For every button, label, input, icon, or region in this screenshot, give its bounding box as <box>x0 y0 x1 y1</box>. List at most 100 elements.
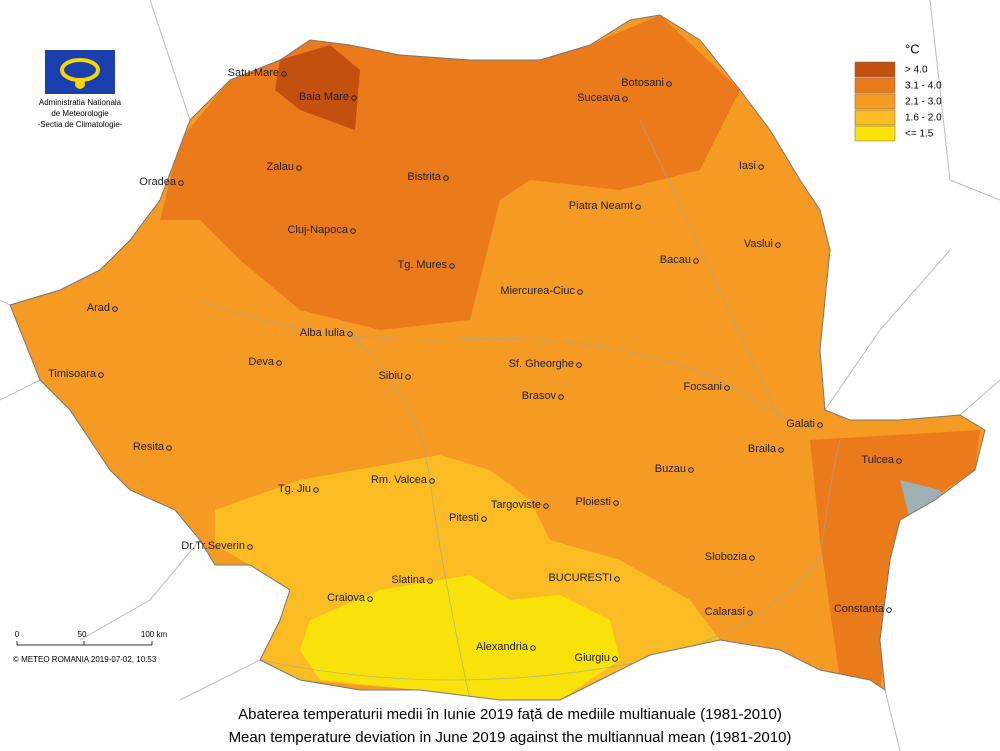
city-label: Slobozia <box>705 551 748 563</box>
city-dot <box>543 503 549 509</box>
city-dot <box>817 422 823 428</box>
city-dot <box>449 263 455 269</box>
city-dot <box>347 331 353 337</box>
city-dot <box>112 306 118 312</box>
city-label: Satu-Mare <box>228 67 279 79</box>
city-label: Ploiesti <box>576 496 611 508</box>
legend-label: 2.1 - 3.0 <box>905 97 942 108</box>
city-dot <box>749 555 755 561</box>
legend-label: 1.6 - 2.0 <box>905 113 942 124</box>
scale-label: 0 <box>15 630 20 639</box>
city-label: Timisoara <box>48 368 97 380</box>
city-label: Buzau <box>655 463 686 475</box>
city-dot <box>481 516 487 522</box>
scale-bar <box>16 641 153 646</box>
city-label: Brasov <box>522 390 557 402</box>
city-label: Cluj-Napoca <box>287 224 348 236</box>
city-dot <box>427 578 433 584</box>
city-dot <box>622 96 628 102</box>
legend-title: °C <box>905 41 920 56</box>
city-dot <box>613 500 619 506</box>
credit: © METEO ROMANIA 2019-07-02, 10:53 <box>13 655 157 664</box>
city-dot <box>98 372 104 378</box>
legend-swatch <box>854 125 896 142</box>
city-dot <box>666 81 672 87</box>
zone <box>275 45 360 130</box>
city-label: Dr.Tr.Severin <box>181 540 245 552</box>
city-dot <box>724 385 730 391</box>
city-label: Slatina <box>391 574 426 586</box>
city-label: Oradea <box>139 176 177 188</box>
city-label: Craiova <box>327 592 366 604</box>
city-dot <box>276 360 282 366</box>
city-label: Suceava <box>577 92 621 104</box>
city-label: Piatra Neamt <box>569 200 633 212</box>
city-dot <box>612 656 618 662</box>
cities: Satu-Mare Baia Mare Zalau Oradea Bistrita Clu… <box>48 67 902 664</box>
city-dot <box>178 180 184 186</box>
legend-swatch <box>854 109 896 126</box>
city-label: Baia Mare <box>299 91 349 103</box>
city-label: Pitesti <box>449 512 479 524</box>
city-dot <box>350 228 356 234</box>
city-dot <box>351 95 357 101</box>
city-dot <box>443 175 449 181</box>
legend-label: <= 1.5 <box>905 129 934 140</box>
city-dot <box>688 467 694 473</box>
legend: °C > 4.0 3.1 - 4.0 2.1 - 3.0 1.6 - 2.0 <= 1.… <box>854 41 942 142</box>
city-dot <box>577 289 583 295</box>
city-label: BUCURESTI <box>548 572 612 584</box>
city-dot <box>405 374 411 380</box>
zone <box>300 575 620 700</box>
city-label: Zalau <box>266 161 294 173</box>
city-label: Arad <box>87 302 110 314</box>
city-label: Iasi <box>739 160 756 172</box>
city-label: Braila <box>748 443 777 455</box>
city-label: Alba Iulia <box>300 327 346 339</box>
country-border <box>9 14 986 701</box>
caption: Mean temperature deviation in June 2019 … <box>229 729 792 746</box>
caption: Abaterea temperaturii medii în Iunie 201… <box>238 706 782 723</box>
city-label: Bistrita <box>407 171 442 183</box>
city-dot <box>247 544 253 550</box>
city-dot <box>886 607 892 613</box>
city-label: Galati <box>786 418 815 430</box>
city-label: Sibiu <box>379 370 403 382</box>
city-dot <box>778 447 784 453</box>
city-label: Rm. Valcea <box>371 474 428 486</box>
logo-text: de Meteorologie <box>51 109 109 118</box>
city-label: Sf. Gheorghe <box>509 358 574 370</box>
city-dot <box>166 445 172 451</box>
city-dot <box>296 165 302 171</box>
city-label: Tg. Jiu <box>278 483 311 495</box>
logo-text: Administratia Nationala <box>39 98 122 107</box>
city-dot <box>281 71 287 77</box>
city-label: Vaslui <box>744 238 773 250</box>
city-dot <box>429 478 435 484</box>
city-dot <box>530 645 536 651</box>
legend-swatch <box>854 61 896 78</box>
city-label: Constanta <box>834 603 885 615</box>
city-dot <box>896 458 902 464</box>
city-dot <box>635 204 641 210</box>
city-label: Targoviste <box>491 499 541 511</box>
city-label: Miercurea-Ciuc <box>500 285 575 297</box>
city-dot <box>367 596 373 602</box>
city-label: Focsani <box>683 381 722 393</box>
city-label: Botosani <box>621 77 664 89</box>
logo: Administratia Nationala de Meteorologie … <box>38 50 123 129</box>
city-dot <box>313 487 319 493</box>
city-label: Alexandria <box>476 641 529 653</box>
legend-swatch <box>854 93 896 110</box>
legend-swatch <box>854 77 896 94</box>
city-label: Tulcea <box>861 454 894 466</box>
city-label: Giurgiu <box>575 652 610 664</box>
city-label: Tg. Mures <box>397 259 447 271</box>
city-dot <box>747 610 753 616</box>
legend-label: 3.1 - 4.0 <box>905 81 942 92</box>
scale-label: 100 km <box>141 630 168 639</box>
city-dot <box>775 242 781 248</box>
